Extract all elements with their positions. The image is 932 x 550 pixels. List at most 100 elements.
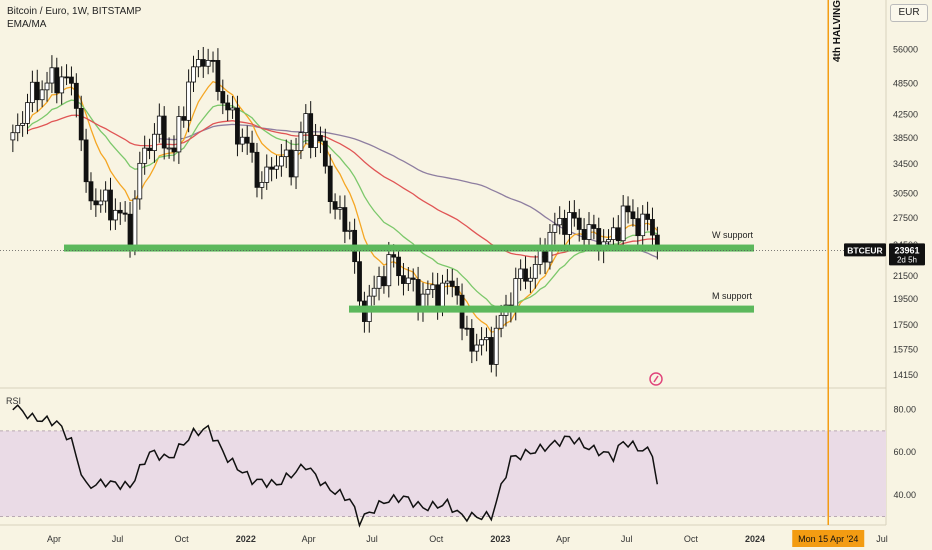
candle-down xyxy=(244,136,250,144)
candle-down xyxy=(635,218,641,237)
candle xyxy=(347,221,353,240)
candle xyxy=(156,103,162,143)
candle-up xyxy=(137,162,143,200)
candle xyxy=(108,177,113,231)
candle xyxy=(254,142,260,198)
candle xyxy=(142,135,148,175)
candle-up xyxy=(606,239,611,243)
candle xyxy=(39,80,45,108)
candle-down xyxy=(591,224,597,229)
candle-up xyxy=(132,198,138,247)
candle-up xyxy=(347,229,353,232)
candle xyxy=(93,188,99,217)
candle-up xyxy=(176,116,182,153)
candle-up xyxy=(474,344,480,352)
candle-up xyxy=(440,282,445,309)
candle-down xyxy=(215,60,221,92)
candle xyxy=(401,263,406,296)
time-tick-label: Jul xyxy=(112,534,124,544)
candle xyxy=(49,55,55,94)
candle xyxy=(620,195,626,252)
candle-down xyxy=(108,189,113,221)
candle-up xyxy=(142,147,148,164)
candle-down xyxy=(54,67,60,94)
candle-down xyxy=(381,276,387,287)
candle-up xyxy=(493,327,499,365)
candle xyxy=(371,275,377,306)
candle xyxy=(122,201,128,222)
candle-down xyxy=(435,284,441,309)
candle-up xyxy=(640,213,646,237)
time-tick-label: Oct xyxy=(175,534,190,544)
candle-up xyxy=(15,125,21,134)
ema-fast-line xyxy=(26,80,658,333)
candle xyxy=(249,130,255,163)
candle xyxy=(15,113,21,142)
candle xyxy=(88,172,94,210)
candle xyxy=(332,193,338,220)
candle xyxy=(586,212,592,251)
tradingview-snap-icon xyxy=(649,372,663,386)
candle-down xyxy=(410,277,416,280)
candle xyxy=(381,265,387,294)
indicator-label[interactable]: EMA/MA xyxy=(7,19,47,30)
candle-up xyxy=(313,135,318,148)
candle-up xyxy=(278,156,284,167)
price-tick-label: 42500 xyxy=(893,110,918,120)
candle xyxy=(542,238,548,274)
ema-slow-line xyxy=(27,114,658,258)
candle-down xyxy=(200,59,206,67)
candle-up xyxy=(430,284,436,290)
candle xyxy=(493,315,499,377)
candle-down xyxy=(127,213,133,247)
candle xyxy=(161,106,167,160)
candle xyxy=(484,327,489,352)
candle xyxy=(596,217,602,261)
candle-down xyxy=(469,328,475,352)
price-tick-label: 30500 xyxy=(893,188,918,198)
candle xyxy=(205,48,211,75)
candle xyxy=(103,181,109,213)
symbol-tag-bg xyxy=(844,243,886,257)
candle xyxy=(29,70,35,113)
candle-up xyxy=(283,149,289,158)
candle xyxy=(303,104,309,145)
candle-up xyxy=(195,59,201,68)
candle-down xyxy=(327,165,333,203)
candle xyxy=(405,267,411,292)
candle-down xyxy=(147,147,152,151)
candle xyxy=(630,199,636,227)
candle xyxy=(54,57,60,104)
candle xyxy=(435,272,441,320)
candle xyxy=(186,69,192,133)
candle-down xyxy=(64,76,69,79)
rsi-tick-label: 40.00 xyxy=(893,490,916,500)
halving-date-label: Mon 15 Apr '24 xyxy=(798,534,858,544)
candle xyxy=(650,207,655,247)
candle-up xyxy=(484,337,489,341)
candle-up xyxy=(479,339,484,346)
snap-icon-ring xyxy=(649,372,663,386)
time-tick-label: 2023 xyxy=(490,534,510,544)
m-support-band xyxy=(349,305,754,313)
candle xyxy=(73,73,79,118)
candle-up xyxy=(29,81,35,104)
candle xyxy=(235,95,240,157)
candle-down xyxy=(122,212,128,215)
candle-up xyxy=(274,165,279,170)
candle-up xyxy=(205,59,211,67)
candle xyxy=(83,128,89,193)
candle xyxy=(523,256,528,290)
ema-mid-line xyxy=(27,99,658,309)
candle-down xyxy=(625,205,631,213)
currency-button[interactable]: EUR xyxy=(890,4,928,22)
candle xyxy=(625,196,631,224)
candle xyxy=(220,79,226,115)
candle xyxy=(581,218,587,249)
price-tick-label: 14150 xyxy=(893,370,918,380)
price-tick-label: 38500 xyxy=(893,133,918,143)
candle xyxy=(25,93,30,135)
candle xyxy=(230,95,235,119)
candles xyxy=(10,46,660,377)
